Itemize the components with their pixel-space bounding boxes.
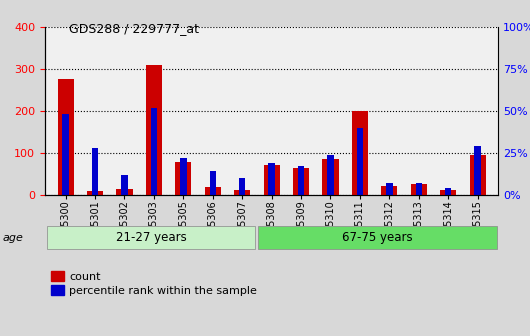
Bar (268, 163, 275, 195)
Bar (322, 159, 339, 195)
Bar (63, 114, 69, 195)
Bar (117, 188, 132, 195)
FancyBboxPatch shape (47, 226, 255, 249)
Text: GDS288 / 229777_at: GDS288 / 229777_at (69, 22, 199, 35)
Bar (87, 191, 103, 195)
Bar (234, 190, 250, 195)
Bar (474, 146, 481, 195)
Text: 21-27 years: 21-27 years (116, 231, 187, 244)
Bar (205, 187, 221, 195)
Bar (92, 148, 98, 195)
Bar (416, 183, 422, 195)
Bar (293, 168, 309, 195)
Bar (151, 108, 157, 195)
Bar (470, 155, 485, 195)
Text: 67-75 years: 67-75 years (342, 231, 413, 244)
Text: age: age (3, 233, 23, 243)
Bar (298, 166, 304, 195)
Bar (386, 183, 393, 195)
Bar (209, 171, 216, 195)
FancyBboxPatch shape (259, 226, 497, 249)
Bar (381, 185, 398, 195)
Bar (146, 65, 162, 195)
Bar (357, 128, 363, 195)
Bar (58, 79, 74, 195)
Bar (440, 190, 456, 195)
Bar (411, 184, 427, 195)
Bar (121, 175, 128, 195)
Bar (445, 188, 452, 195)
Bar (263, 166, 280, 195)
Bar (239, 178, 245, 195)
Bar (352, 111, 368, 195)
Bar (327, 155, 334, 195)
Bar (175, 162, 191, 195)
Legend: count, percentile rank within the sample: count, percentile rank within the sample (50, 271, 258, 296)
Bar (180, 158, 187, 195)
